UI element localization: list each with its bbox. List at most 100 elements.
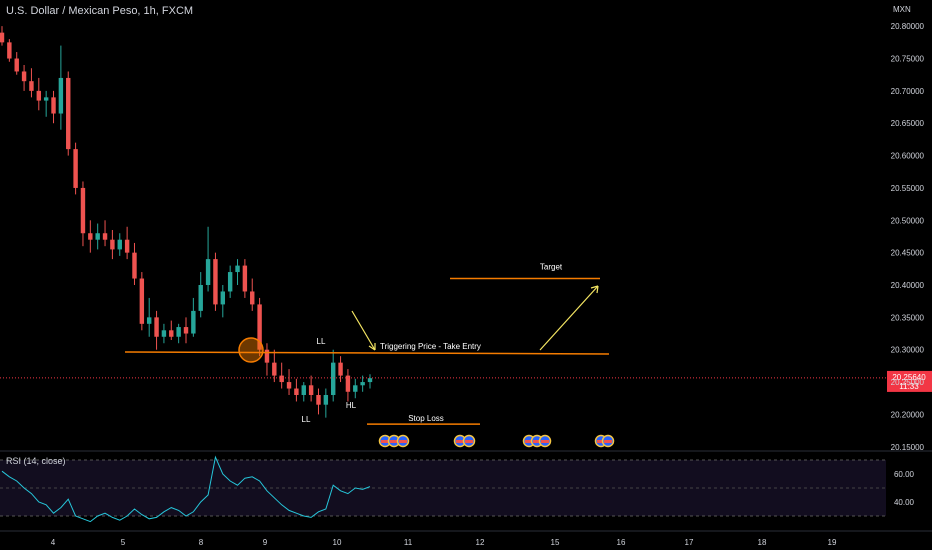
time-tick-label: 18 bbox=[758, 538, 767, 547]
time-tick-label: 5 bbox=[121, 538, 126, 547]
candle-body bbox=[220, 291, 226, 305]
candle-body bbox=[110, 239, 115, 250]
time-tick-label: 15 bbox=[551, 538, 560, 547]
candle-body bbox=[0, 32, 5, 43]
candle-body bbox=[264, 349, 270, 363]
candle-body bbox=[66, 77, 71, 150]
candle-body bbox=[272, 362, 277, 376]
candle-body bbox=[316, 395, 321, 405]
candle-body bbox=[132, 252, 137, 279]
pivot-label-hl: HL bbox=[346, 401, 357, 410]
stop-loss-label: Stop Loss bbox=[408, 414, 444, 423]
target-label: Target bbox=[540, 263, 563, 272]
candle-body bbox=[14, 58, 19, 72]
candle-body bbox=[235, 265, 240, 273]
candle-body bbox=[360, 382, 365, 386]
time-tick-label: 17 bbox=[685, 538, 694, 547]
price-tick-label: 20.35000 bbox=[891, 313, 925, 322]
candle-body bbox=[250, 291, 255, 305]
time-tick-label: 11 bbox=[404, 538, 413, 547]
candle-body bbox=[198, 285, 203, 311]
time-tick-label: 4 bbox=[51, 538, 56, 547]
rsi-tick-label: 60.00 bbox=[894, 470, 915, 479]
us-flag-stripe bbox=[533, 440, 541, 443]
candle-body bbox=[154, 317, 159, 337]
time-tick-label: 9 bbox=[263, 538, 268, 547]
candle-body bbox=[73, 149, 78, 188]
candle-body bbox=[102, 233, 108, 240]
candle-body bbox=[183, 327, 189, 334]
candle-body bbox=[146, 317, 152, 324]
price-tick-label: 20.30000 bbox=[891, 346, 925, 355]
trigger-label: Triggering Price - Take Entry bbox=[380, 342, 481, 351]
candle-body bbox=[294, 388, 299, 395]
candle-body bbox=[161, 330, 167, 337]
candle-body bbox=[213, 259, 218, 305]
candle-body bbox=[242, 265, 248, 292]
candle-body bbox=[338, 362, 343, 376]
candle-body bbox=[279, 375, 284, 383]
candle-body bbox=[117, 239, 122, 250]
chart-title: U.S. Dollar / Mexican Peso, 1h, FXCM bbox=[6, 5, 194, 17]
current-price-countdown: 11:33 bbox=[899, 382, 919, 391]
time-tick-label: 19 bbox=[828, 538, 837, 547]
us-flag-stripe bbox=[399, 440, 407, 443]
target-arrow-line bbox=[539, 285, 599, 351]
time-tick-label: 10 bbox=[333, 538, 342, 547]
us-flag-stripe bbox=[465, 440, 473, 443]
price-tick-label: 20.50000 bbox=[891, 216, 925, 225]
entry-arrow-line bbox=[351, 310, 376, 351]
us-flag-stripe bbox=[390, 440, 398, 443]
candle-body bbox=[29, 81, 34, 91]
pivot-label-ll-top: LL bbox=[317, 337, 326, 346]
candle-body bbox=[286, 382, 292, 389]
candle-body bbox=[58, 77, 64, 114]
rsi-title: RSI (14, close) bbox=[6, 456, 66, 466]
candle-body bbox=[308, 385, 314, 395]
price-tick-label: 20.40000 bbox=[891, 281, 925, 290]
candle-body bbox=[51, 97, 56, 114]
price-tick-label: 20.75000 bbox=[891, 55, 925, 64]
candle-body bbox=[176, 327, 181, 337]
price-tick-label: 20.60000 bbox=[891, 152, 925, 161]
candle-body bbox=[330, 362, 336, 395]
trigger-line bbox=[124, 351, 610, 355]
rsi-line bbox=[1, 455, 371, 523]
candle-body bbox=[301, 385, 306, 395]
price-tick-label: 20.70000 bbox=[891, 87, 925, 96]
us-flag-stripe bbox=[381, 440, 389, 443]
candle-body bbox=[367, 378, 373, 383]
current-price-value: 20.25640 bbox=[892, 373, 926, 382]
candle-body bbox=[227, 272, 233, 292]
candle-body bbox=[169, 330, 174, 337]
candle-body bbox=[36, 90, 42, 101]
candle-body bbox=[80, 187, 86, 234]
candle-body bbox=[139, 278, 145, 324]
price-tick-label: 20.15000 bbox=[891, 443, 925, 452]
candle-body bbox=[43, 97, 49, 101]
pivot-label-ll-bottom: LL bbox=[302, 415, 311, 424]
candle-body bbox=[205, 259, 211, 285]
price-tick-label: 20.45000 bbox=[891, 249, 925, 258]
us-flag-stripe bbox=[541, 440, 549, 443]
trigger-circle-marker bbox=[238, 337, 264, 363]
rsi-tick-label: 40.00 bbox=[894, 498, 915, 507]
candle-body bbox=[124, 239, 130, 253]
price-tick-label: 20.80000 bbox=[891, 22, 925, 31]
candle-body bbox=[95, 233, 100, 240]
candle-body bbox=[7, 42, 12, 59]
time-tick-label: 12 bbox=[476, 538, 485, 547]
price-tick-label: 20.20000 bbox=[891, 410, 925, 419]
candle-body bbox=[191, 310, 196, 334]
time-tick-label: 8 bbox=[199, 538, 204, 547]
candle-body bbox=[257, 304, 262, 350]
us-flag-stripe bbox=[604, 440, 612, 443]
time-tick-label: 16 bbox=[617, 538, 626, 547]
price-tick-label: 20.25000 bbox=[891, 378, 925, 387]
current-price-badge bbox=[887, 370, 932, 392]
price-tick-label: 20.55000 bbox=[891, 184, 925, 193]
candle-body bbox=[345, 375, 351, 392]
entry-arrow-head bbox=[368, 343, 376, 351]
